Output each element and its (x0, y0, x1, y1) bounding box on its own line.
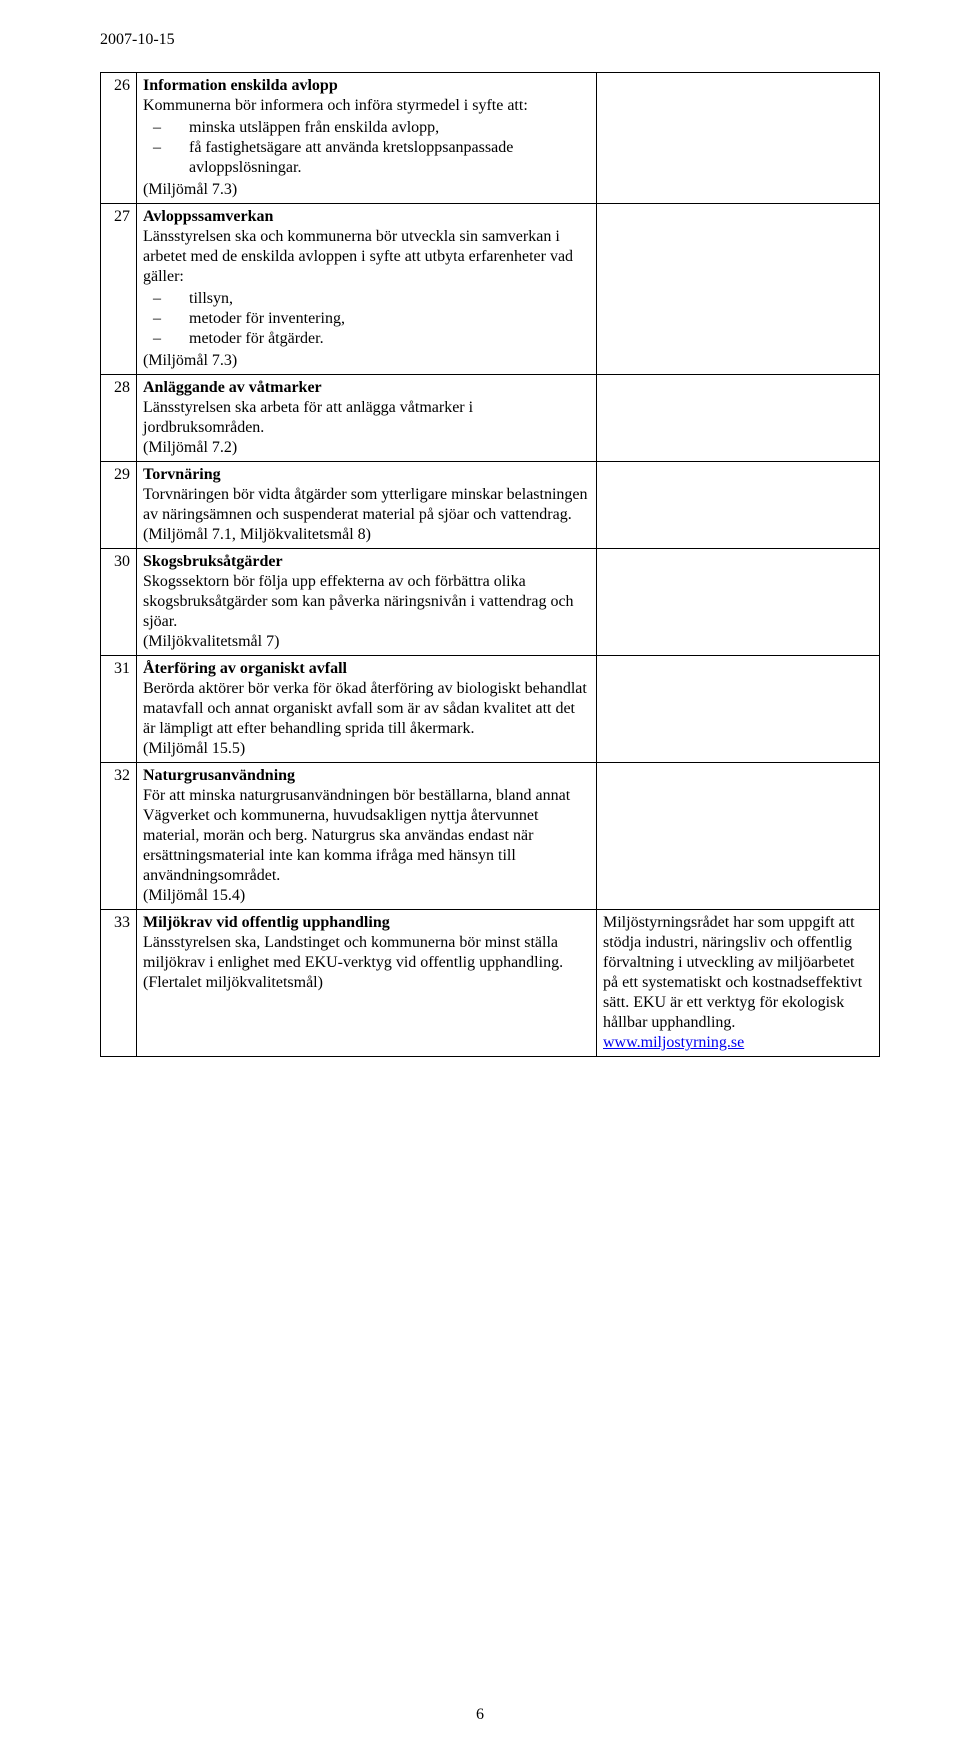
row-side-cell (597, 549, 880, 656)
row-side-cell (597, 763, 880, 910)
row-side-text: Miljöstyrningsrådet har som uppgift att … (603, 914, 862, 1031)
document-page: 2007-10-15 26 Information enskilda avlop… (0, 0, 960, 1749)
row-intro: Berörda aktörer bör verka för ökad återf… (143, 680, 587, 737)
row-number: 33 (101, 910, 137, 1057)
row-tail: (Miljömål 15.5) (143, 740, 245, 757)
table-row: 26 Information enskilda avlopp Kommunern… (101, 73, 880, 204)
bullet-item: få fastighetsägare att använda kretslopp… (171, 138, 590, 178)
table-row: 33 Miljökrav vid offentlig upphandling L… (101, 910, 880, 1057)
row-main-cell: Skogsbruksåtgärder Skogssektorn bör följ… (137, 549, 597, 656)
external-link[interactable]: www.miljostyrning.se (603, 1034, 744, 1051)
row-number: 31 (101, 656, 137, 763)
row-number: 30 (101, 549, 137, 656)
row-tail: (Miljökvalitetsmål 7) (143, 633, 279, 650)
page-number: 6 (0, 1705, 960, 1725)
row-intro: Torvnäringen bör vidta åtgärder som ytte… (143, 486, 588, 523)
row-intro: Skogssektorn bör följa upp effekterna av… (143, 573, 574, 630)
row-side-cell: Miljöstyrningsrådet har som uppgift att … (597, 910, 880, 1057)
row-main-cell: Anläggande av våtmarker Länsstyrelsen sk… (137, 375, 597, 462)
table-row: 29 Torvnäring Torvnäringen bör vidta åtg… (101, 462, 880, 549)
page-date: 2007-10-15 (100, 30, 880, 50)
table-row: 28 Anläggande av våtmarker Länsstyrelsen… (101, 375, 880, 462)
row-intro: Länsstyrelsen ska, Landstinget och kommu… (143, 934, 563, 971)
bullet-item: metoder för inventering, (171, 309, 590, 329)
row-side-cell (597, 375, 880, 462)
row-number: 29 (101, 462, 137, 549)
table-row: 27 Avloppssamverkan Länsstyrelsen ska oc… (101, 204, 880, 375)
row-tail: (Miljömål 7.3) (143, 352, 237, 369)
row-title: Naturgrusanvändning (143, 767, 295, 784)
row-side-cell (597, 656, 880, 763)
row-bullets: tillsyn, metoder för inventering, metode… (143, 289, 590, 349)
row-title: Miljökrav vid offentlig upphandling (143, 914, 390, 931)
bullet-item: minska utsläppen från enskilda avlopp, (171, 118, 590, 138)
row-main-cell: Avloppssamverkan Länsstyrelsen ska och k… (137, 204, 597, 375)
row-main-cell: Information enskilda avlopp Kommunerna b… (137, 73, 597, 204)
row-tail: (Miljömål 7.3) (143, 181, 237, 198)
bullet-item: metoder för åtgärder. (171, 329, 590, 349)
row-main-cell: Torvnäring Torvnäringen bör vidta åtgärd… (137, 462, 597, 549)
row-tail: (Miljömål 7.1, Miljökvalitetsmål 8) (143, 526, 371, 543)
row-title: Torvnäring (143, 466, 221, 483)
row-tail: (Miljömål 15.4) (143, 887, 245, 904)
row-tail: (Miljömål 7.2) (143, 439, 237, 456)
row-intro: Länsstyrelsen ska och kommunerna bör utv… (143, 228, 573, 285)
row-side-cell (597, 73, 880, 204)
table-row: 31 Återföring av organiskt avfall Berörd… (101, 656, 880, 763)
table-row: 30 Skogsbruksåtgärder Skogssektorn bör f… (101, 549, 880, 656)
row-side-cell (597, 204, 880, 375)
row-intro: Länsstyrelsen ska arbeta för att anlägga… (143, 399, 473, 436)
row-title: Information enskilda avlopp (143, 77, 338, 94)
row-intro: Kommunerna bör informera och införa styr… (143, 97, 528, 114)
row-title: Avloppssamverkan (143, 208, 273, 225)
row-title: Anläggande av våtmarker (143, 379, 322, 396)
row-number: 27 (101, 204, 137, 375)
row-main-cell: Återföring av organiskt avfall Berörda a… (137, 656, 597, 763)
row-bullets: minska utsläppen från enskilda avlopp, f… (143, 118, 590, 178)
row-tail: (Flertalet miljökvalitetsmål) (143, 974, 323, 991)
row-number: 28 (101, 375, 137, 462)
row-intro: För att minska naturgrusanvändningen bör… (143, 787, 570, 884)
measures-table: 26 Information enskilda avlopp Kommunern… (100, 72, 880, 1057)
row-number: 32 (101, 763, 137, 910)
row-side-cell (597, 462, 880, 549)
row-main-cell: Miljökrav vid offentlig upphandling Läns… (137, 910, 597, 1057)
row-title: Återföring av organiskt avfall (143, 660, 347, 677)
bullet-item: tillsyn, (171, 289, 590, 309)
table-row: 32 Naturgrusanvändning För att minska na… (101, 763, 880, 910)
row-title: Skogsbruksåtgärder (143, 553, 283, 570)
row-number: 26 (101, 73, 137, 204)
row-main-cell: Naturgrusanvändning För att minska natur… (137, 763, 597, 910)
